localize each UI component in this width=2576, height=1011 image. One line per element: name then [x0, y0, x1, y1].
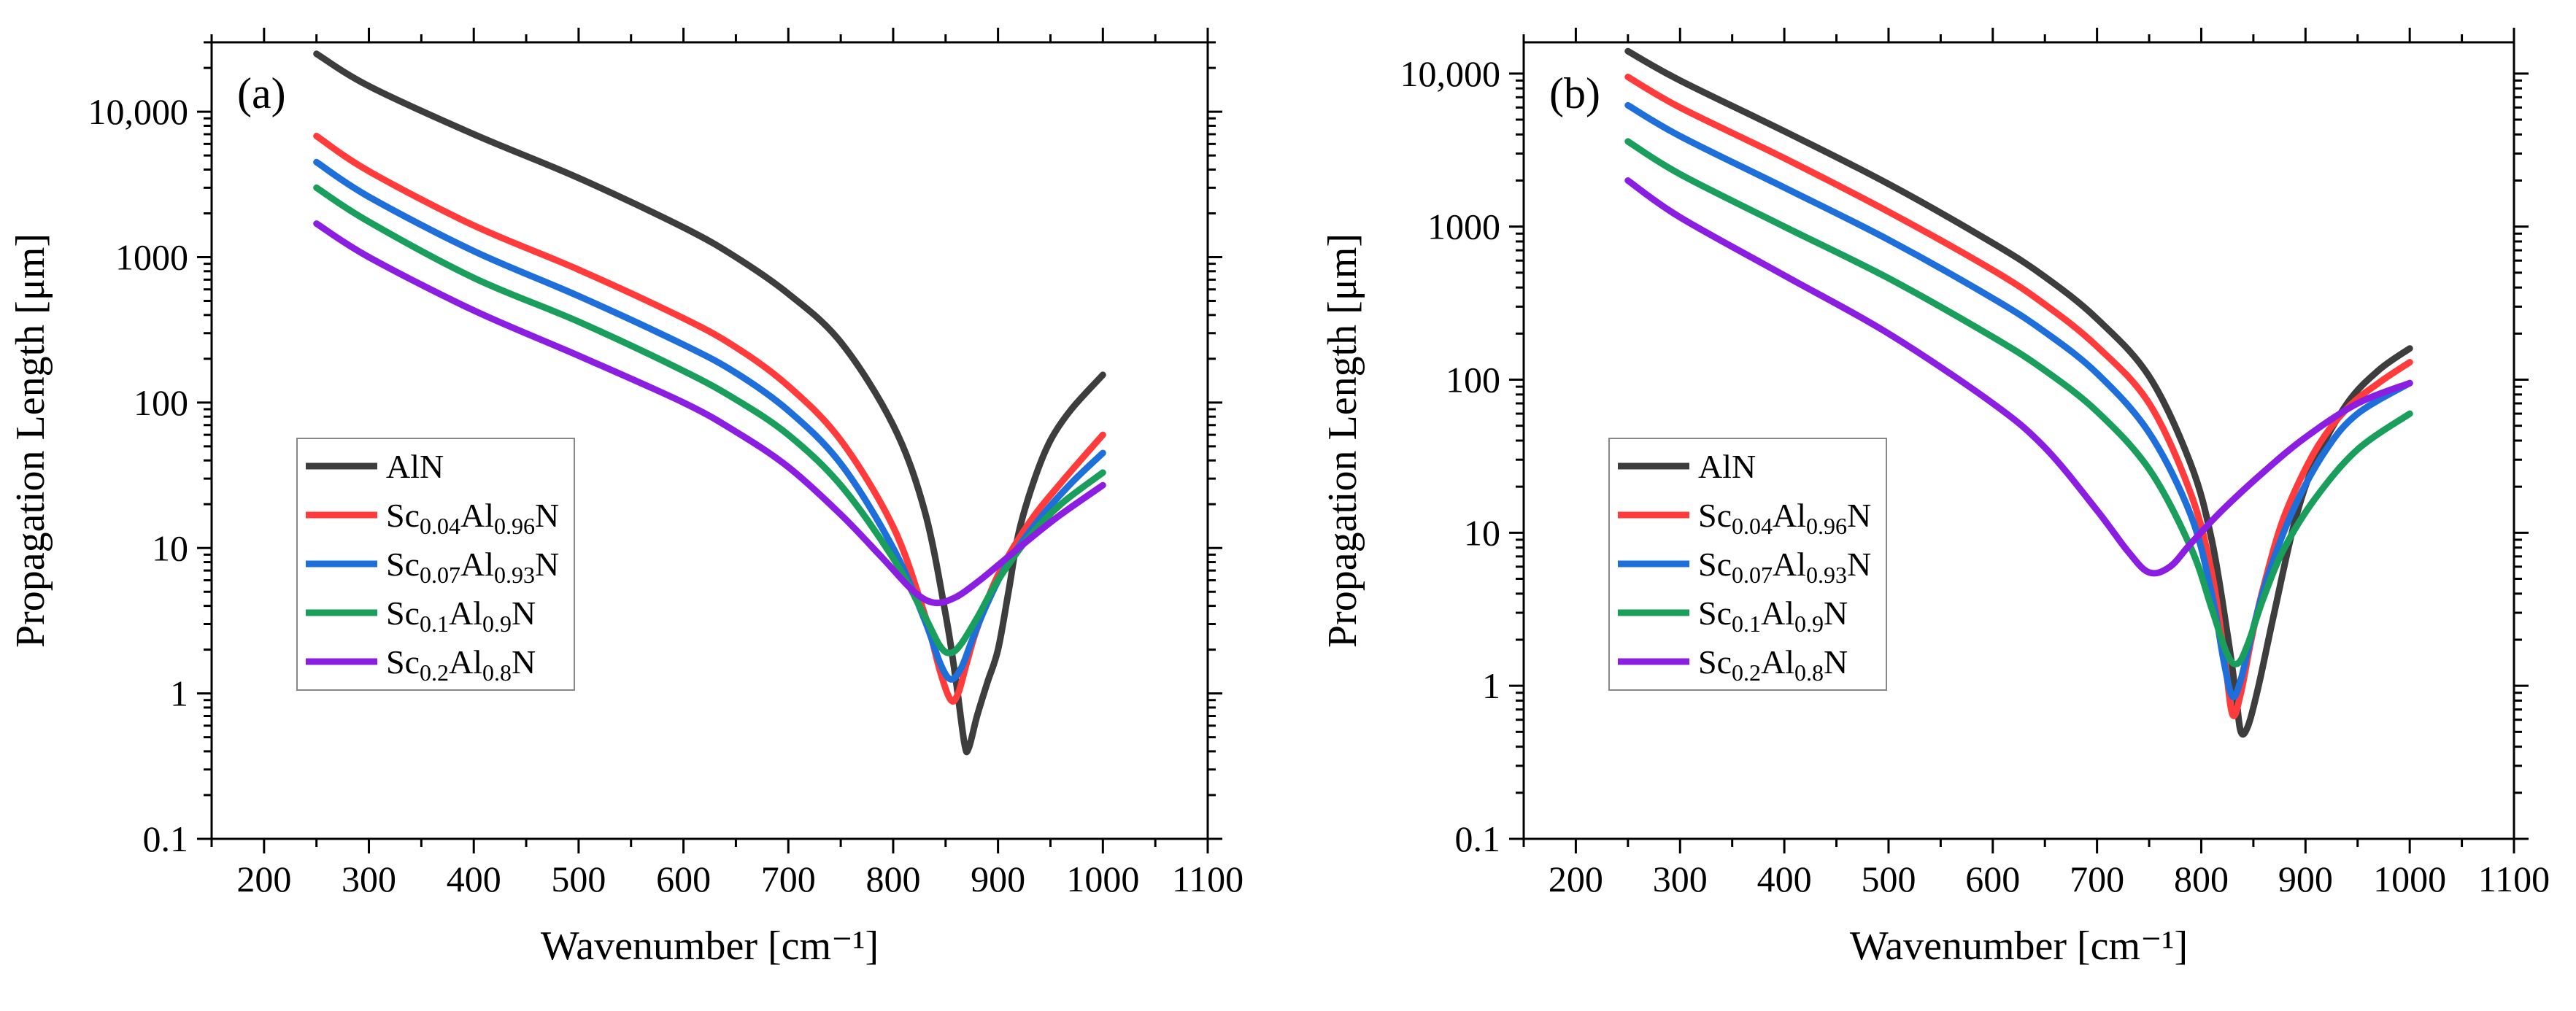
x-tick-label: 1000: [1066, 859, 1139, 899]
y-tick-label: 1000: [1427, 206, 1500, 247]
series-line: [1624, 101, 2413, 701]
legend-label: AlN: [386, 448, 444, 485]
legend-item: Sc0.2Al0.8N: [1618, 643, 1848, 686]
y-tick-label: 100: [1446, 359, 1500, 400]
chart-panel-b: 200 300 400 500 600 700 800 900 1000 1100 0.1 1 10 10…: [1320, 28, 2550, 969]
series-line: [1624, 177, 2413, 577]
y-tick-label: 10,000: [1400, 53, 1501, 94]
legend-item: Sc0.1Al0.9N: [1618, 594, 1848, 637]
legend-item: Sc0.04Al0.96N: [306, 497, 559, 539]
panel-label: (a): [237, 69, 286, 117]
x-tick-label: 700: [2070, 859, 2124, 899]
x-tick-label: 1100: [2478, 859, 2550, 899]
legend-item: AlN: [306, 448, 444, 485]
legend-label: Sc0.04Al0.96N: [386, 497, 559, 539]
series-line: [313, 220, 1106, 607]
x-tick-label: 200: [236, 859, 291, 899]
series-group: [313, 50, 1106, 756]
y-tick-label: 10: [1464, 512, 1500, 553]
x-tick-label: 900: [971, 859, 1025, 899]
legend-item: Sc0.2Al0.8N: [306, 643, 536, 686]
series-line: [1624, 47, 2413, 738]
legend-label: AlN: [1698, 448, 1756, 485]
y-tick-label: 100: [134, 382, 188, 423]
series-line: [1624, 74, 2413, 719]
legend-label: Sc0.07Al0.93N: [1698, 546, 1871, 588]
y-axis-title: Propagation Length [μm]: [8, 233, 53, 648]
legend-label: Sc0.2Al0.8N: [386, 643, 536, 686]
x-tick-label: 800: [865, 859, 920, 899]
x-tick-label: 600: [1965, 859, 2020, 899]
x-tick-label: 400: [447, 859, 501, 899]
x-tick-label: 300: [342, 859, 396, 899]
y-tick-label: 10: [152, 527, 188, 568]
legend-label: Sc0.07Al0.93N: [386, 546, 559, 588]
x-tick-label: 600: [656, 859, 711, 899]
series-line: [313, 184, 1106, 656]
y-tick-label: 0.1: [143, 818, 189, 859]
x-tick-label: 800: [2174, 859, 2229, 899]
x-tick-label: 400: [1757, 859, 1812, 899]
x-tick-label: 500: [551, 859, 606, 899]
legend-item: Sc0.07Al0.93N: [1618, 546, 1871, 588]
series-line: [1624, 138, 2413, 667]
x-tick-label: 900: [2278, 859, 2333, 899]
legend-item: Sc0.04Al0.96N: [1618, 497, 1871, 539]
series-group: [1624, 47, 2413, 738]
x-tick-label: 300: [1653, 859, 1708, 899]
y-tick-label: 1: [1482, 665, 1500, 706]
legend-label: Sc0.04Al0.96N: [1698, 497, 1871, 539]
x-tick-label: 1100: [1172, 859, 1243, 899]
chart-panel-a: 200 300 400 500 600 700 800 900 1000 1100 0.1 1 10 10…: [8, 28, 1243, 969]
legend: AlN Sc0.04Al0.96N Sc0.07Al0.93N Sc0.1Al0.9N…: [1608, 438, 1887, 691]
legend: AlN Sc0.04Al0.96N Sc0.07Al0.93N Sc0.1Al0.9N…: [296, 438, 575, 691]
y-tick-label: 0.1: [1455, 818, 1501, 859]
x-tick-label: 500: [1861, 859, 1916, 899]
legend-label: Sc0.1Al0.9N: [1698, 594, 1848, 637]
x-tick-label: 1000: [2373, 859, 2446, 899]
plot-frame: [210, 41, 1209, 840]
y-tick-label: 10,000: [88, 91, 189, 132]
legend-label: Sc0.1Al0.9N: [386, 594, 536, 637]
y-axis-title: Propagation Length [μm]: [1320, 233, 1365, 648]
x-axis-title: Wavenumber [cm⁻¹]: [1850, 923, 2188, 969]
y-tick-label: 1: [170, 673, 188, 714]
legend-item: Sc0.1Al0.9N: [306, 594, 536, 637]
legend-label: Sc0.2Al0.8N: [1698, 643, 1848, 686]
x-tick-label: 700: [761, 859, 816, 899]
x-axis-title: Wavenumber [cm⁻¹]: [541, 923, 879, 969]
legend-item: Sc0.07Al0.93N: [306, 546, 559, 588]
panel-label: (b): [1549, 69, 1600, 117]
legend-item: AlN: [1618, 448, 1756, 485]
y-tick-label: 1000: [115, 237, 188, 278]
x-tick-label: 200: [1549, 859, 1603, 899]
